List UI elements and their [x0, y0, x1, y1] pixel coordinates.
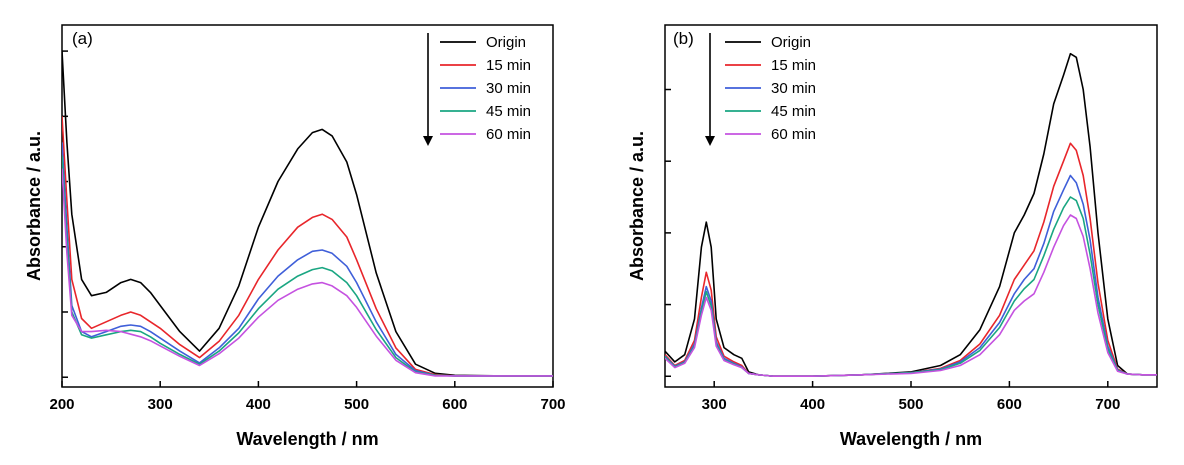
panel-label: (b): [673, 29, 694, 48]
legend: Origin 15 min 30 min 45 min 60 min: [705, 33, 816, 146]
legend-label: 30 min: [486, 80, 531, 97]
chart-panel-a: 200 300 400 500 600 700 Wavelength / nm Absorba…: [24, 24, 566, 449]
x-tick-label: 200: [49, 396, 74, 413]
series-line-30-min: [62, 142, 553, 377]
panel-label: (a): [72, 29, 93, 48]
legend-label: 60 min: [486, 126, 531, 143]
x-axis-title: Wavelength / nm: [840, 429, 982, 449]
series-line-45-min: [665, 196, 1157, 377]
x-tick-label: 600: [997, 396, 1022, 413]
plot-frame: [61, 24, 554, 388]
series-line-60-min: [665, 214, 1157, 377]
x-tick-label: 500: [898, 396, 923, 413]
legend-label: Origin: [486, 34, 526, 51]
series-line-30-min: [665, 174, 1157, 377]
series-line-origin: [62, 51, 553, 377]
down-arrow-icon: [423, 136, 433, 146]
legend-label: 15 min: [486, 57, 531, 74]
x-tick-label: 600: [442, 396, 467, 413]
legend-label: 45 min: [771, 103, 816, 120]
legend-label: 30 min: [771, 80, 816, 97]
series-line-15-min: [62, 116, 553, 377]
legend-label: 15 min: [771, 57, 816, 74]
series-line-60-min: [62, 168, 553, 377]
x-tick-label: 300: [148, 396, 173, 413]
x-tick-label: 400: [246, 396, 271, 413]
x-tick-label: 500: [344, 396, 369, 413]
x-tick-label: 700: [540, 396, 565, 413]
x-tick-label: 700: [1095, 396, 1120, 413]
chart-panel-b: 300 400 500 600 700 Wavelength / nm Absorbance…: [627, 24, 1158, 449]
series-line-15-min: [665, 142, 1157, 377]
legend-label: Origin: [771, 34, 811, 51]
x-axis-title: Wavelength / nm: [236, 429, 378, 449]
legend-label: 60 min: [771, 126, 816, 143]
x-tick-label: 300: [702, 396, 727, 413]
legend: Origin 15 min 30 min 45 min 60 min: [423, 33, 531, 146]
series-line-origin: [665, 52, 1157, 377]
y-axis-title: Absorbance / a.u.: [627, 131, 647, 281]
x-tick-label: 400: [800, 396, 825, 413]
series-line-45-min: [62, 155, 553, 377]
down-arrow-icon: [705, 136, 715, 146]
y-axis-title: Absorbance / a.u.: [24, 131, 44, 281]
legend-label: 45 min: [486, 103, 531, 120]
